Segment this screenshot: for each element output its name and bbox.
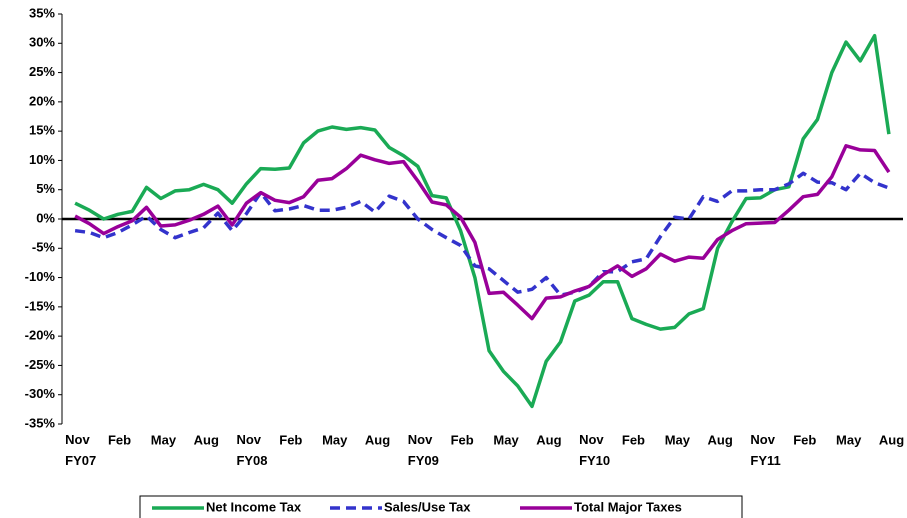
x-tick-label: Aug [708, 432, 733, 447]
y-tick-label: -5% [32, 240, 56, 255]
y-tick-label: -10% [25, 269, 56, 284]
x-tick-label: Feb [622, 432, 645, 447]
x-tick-label: Feb [793, 432, 816, 447]
x-tick-label: Nov FY07 [65, 432, 96, 468]
x-tick-label: Aug [536, 432, 561, 447]
x-tick-label: Nov FY11 [750, 432, 780, 468]
y-tick-label: 30% [29, 35, 55, 50]
y-tick-label: -30% [25, 386, 56, 401]
y-tick-label: 35% [29, 5, 55, 20]
x-tick-label: May [836, 432, 862, 447]
y-tick-label: 15% [29, 123, 55, 138]
y-tick-label: 10% [29, 152, 55, 167]
x-tick-label: Aug [194, 432, 219, 447]
y-tick-label: 20% [29, 93, 55, 108]
x-tick-label: Feb [451, 432, 474, 447]
x-tick-label: Nov FY08 [236, 432, 267, 468]
legend-label: Total Major Taxes [574, 499, 682, 514]
y-tick-label: 0% [36, 210, 55, 225]
y-tick-label: 25% [29, 64, 55, 79]
series-line [74, 171, 890, 297]
y-tick-label: -15% [25, 298, 56, 313]
legend-label: Sales/Use Tax [384, 499, 471, 514]
y-tick-label: -35% [25, 415, 56, 430]
x-tick-label: Aug [879, 432, 904, 447]
y-tick-label: 5% [36, 181, 55, 196]
legend-label: Net Income Tax [206, 499, 302, 514]
x-tick-label: Feb [108, 432, 131, 447]
x-tick-label: Aug [365, 432, 390, 447]
x-tick-label: Nov FY09 [408, 432, 439, 468]
series-line [74, 144, 891, 321]
series-line [74, 33, 891, 409]
x-tick-label: May [322, 432, 348, 447]
x-tick-label: Feb [279, 432, 302, 447]
x-tick-label: Nov FY10 [579, 432, 610, 468]
y-tick-label: -25% [25, 357, 56, 372]
x-tick-label: May [493, 432, 519, 447]
y-tick-label: -20% [25, 328, 56, 343]
legend-box [139, 495, 743, 518]
x-tick-label: May [665, 432, 691, 447]
x-tick-label: May [151, 432, 177, 447]
